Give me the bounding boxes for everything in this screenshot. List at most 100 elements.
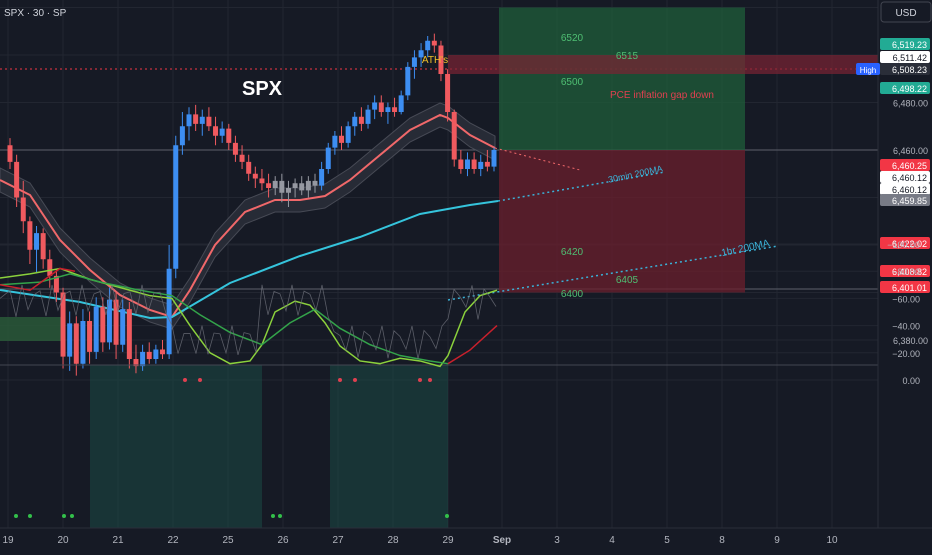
- candle-body: [385, 107, 391, 112]
- time-tick: 25: [222, 535, 234, 546]
- oscillator-slow-bear: [0, 267, 76, 292]
- time-tick: 29: [442, 535, 454, 546]
- candle-body: [53, 275, 59, 293]
- signal-dot: [445, 514, 449, 518]
- oscillator-tick: −60.00: [892, 294, 920, 304]
- price-label-bg: [880, 265, 930, 277]
- price-label: 6,459.85: [892, 196, 927, 206]
- candle-body: [226, 128, 232, 143]
- gap-zone: [448, 55, 878, 74]
- oscillator-tick: −80.00: [892, 267, 920, 277]
- oscillator-pane: [0, 267, 878, 518]
- oscillator-slow-bear: [447, 325, 498, 365]
- time-tick: 26: [277, 535, 289, 546]
- level-label: 6500: [561, 77, 584, 88]
- candle-body: [179, 126, 185, 146]
- signal-dot: [271, 514, 275, 518]
- currency-button-bg: [880, 1, 932, 23]
- ma1h-projection: [447, 245, 779, 301]
- signal-dot: [198, 378, 202, 382]
- time-axis-bg: [0, 528, 932, 550]
- osc-zone: [330, 365, 448, 528]
- candle-body: [73, 323, 79, 364]
- price-tick: 6,480.00: [893, 99, 928, 109]
- candles: [7, 33, 497, 376]
- candle-body: [239, 154, 245, 162]
- candle-body: [27, 221, 33, 250]
- candle-body: [60, 292, 66, 357]
- candle-body: [246, 161, 252, 174]
- candle-body: [312, 180, 318, 186]
- osc-zone: [90, 365, 262, 528]
- candle-body: [140, 351, 146, 367]
- price-label-bg: [880, 51, 930, 63]
- chart-title: SPX: [242, 78, 283, 100]
- price-label-bg: [880, 159, 930, 171]
- candle-body: [372, 102, 378, 110]
- time-tick: 9: [774, 535, 780, 546]
- candle-body: [93, 306, 99, 352]
- symbol-title[interactable]: SPX · 30 · SP: [4, 8, 67, 19]
- price-tick: 6,380.00: [893, 336, 928, 346]
- candle-body: [47, 259, 53, 276]
- candle-body: [471, 159, 477, 169]
- price-label: 6,519.23: [892, 40, 927, 50]
- level-label: 6520: [561, 33, 584, 44]
- price-label: 6,460.25: [892, 161, 927, 171]
- oscillator-fast: [0, 267, 498, 368]
- candle-body: [292, 183, 298, 188]
- candle-body: [259, 178, 265, 184]
- candle-body: [438, 45, 444, 74]
- candle-body: [213, 126, 219, 136]
- target-zone: [499, 7, 745, 150]
- candle-body: [392, 107, 398, 112]
- candle-body: [411, 57, 417, 67]
- time-tick: 8: [719, 535, 725, 546]
- signal-dot: [353, 378, 357, 382]
- time-tick: 4: [609, 535, 615, 546]
- candle-body: [166, 268, 172, 355]
- candle-body: [285, 188, 291, 193]
- oscillator-tick: −100.00: [887, 240, 920, 250]
- candle-body: [325, 147, 331, 169]
- candle-body: [405, 66, 411, 96]
- candle-body: [100, 306, 106, 343]
- price-label: 6,401.01: [892, 283, 927, 293]
- candle-body: [272, 180, 278, 188]
- candle-body: [451, 112, 457, 160]
- candle-body: [14, 161, 20, 198]
- candle-body: [339, 135, 345, 143]
- oscillator-slow: [0, 273, 449, 365]
- time-tick: 21: [112, 535, 124, 546]
- candle-body: [67, 323, 73, 357]
- price-label: 6,511.42: [893, 53, 927, 63]
- candle-body: [186, 114, 192, 127]
- candle-body: [193, 114, 199, 124]
- candle-body: [358, 116, 364, 124]
- price-label-bg: [880, 171, 930, 183]
- currency-button[interactable]: USD: [895, 8, 916, 19]
- ema-line: [0, 113, 496, 319]
- price-label-bg: [880, 183, 930, 195]
- candle-body: [266, 183, 272, 188]
- stop-zone: [499, 150, 745, 293]
- candle-body: [398, 95, 404, 112]
- time-tick: 19: [2, 535, 14, 546]
- price-label: 6,508.23: [892, 65, 927, 75]
- signal-dot: [70, 514, 74, 518]
- price-label-bg: [880, 281, 930, 293]
- candle-body: [232, 142, 238, 155]
- signal-dot: [418, 378, 422, 382]
- time-tick: 22: [167, 535, 179, 546]
- level-label: 6400: [561, 289, 584, 300]
- position-zones: [0, 7, 878, 528]
- candle-body: [34, 233, 40, 250]
- candle-body: [305, 180, 311, 191]
- support-zone: [0, 317, 64, 341]
- candle-body: [418, 50, 424, 58]
- signal-dot: [28, 514, 32, 518]
- candle-body: [7, 145, 13, 162]
- price-label-bg: [880, 194, 930, 206]
- chart-annotations: 6520 6515 6500 6420 6405 6400: [561, 33, 639, 300]
